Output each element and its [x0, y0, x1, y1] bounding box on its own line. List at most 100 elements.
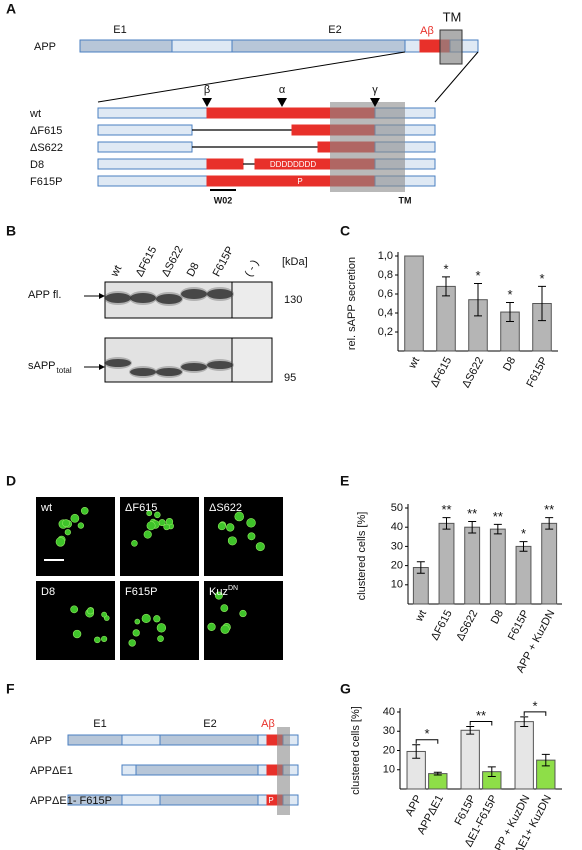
- cell: [86, 607, 94, 615]
- cell: [165, 517, 174, 526]
- insert-label: DDDDDDDD: [270, 160, 316, 169]
- cell: [64, 529, 71, 536]
- cell: [131, 540, 138, 547]
- band-halo: [129, 291, 157, 305]
- error-bar: [466, 725, 475, 735]
- significance: *: [539, 271, 544, 286]
- micrograph-label: D8: [41, 586, 55, 598]
- bar: [515, 545, 532, 605]
- cleavage-site: α: [279, 84, 286, 96]
- y-tick-label: 0,8: [378, 269, 393, 281]
- cell: [94, 636, 101, 644]
- y-axis-title: clustered cells [%]: [356, 512, 368, 601]
- y-tick-label: 30: [391, 540, 403, 552]
- row-label-sub: total: [57, 366, 72, 375]
- lane-label: ΔF615: [134, 245, 160, 279]
- cleavage-site: γ: [372, 84, 378, 96]
- cell: [214, 591, 223, 600]
- construct-label: APPΔE1- F615P: [30, 795, 112, 807]
- cell: [234, 511, 244, 522]
- panel-label: B: [6, 223, 16, 239]
- bar: [428, 773, 448, 790]
- panel-label: E: [340, 473, 349, 489]
- cell: [146, 521, 156, 531]
- protein-segment: [97, 124, 193, 136]
- cell: [246, 518, 256, 528]
- bar: [404, 255, 424, 352]
- band: [156, 294, 182, 304]
- blot-lane: [231, 281, 273, 319]
- band: [105, 293, 131, 303]
- mutation-label: P: [297, 177, 302, 186]
- error-bar: [519, 541, 528, 552]
- protein-segment: [257, 794, 268, 806]
- x-tick-label: APP: [403, 793, 424, 818]
- cleavage-arrow: [202, 98, 212, 107]
- significance: *: [424, 726, 429, 741]
- lane-label: F615P: [211, 245, 237, 279]
- error-bar: [487, 766, 496, 777]
- band: [130, 293, 156, 303]
- domain-label: E2: [328, 24, 341, 36]
- y-axis-title: clustered cells [%]: [350, 706, 362, 795]
- significance: *: [521, 526, 526, 541]
- cell: [247, 532, 256, 541]
- abeta-segment: [206, 158, 244, 170]
- band-halo: [206, 287, 234, 301]
- mw-marker: 95: [284, 372, 296, 384]
- cell: [101, 611, 107, 618]
- significance: **: [441, 502, 451, 517]
- construct-label: APP: [30, 735, 52, 747]
- panel-label: C: [340, 223, 350, 239]
- significance-bracket: [415, 739, 439, 744]
- micrograph-label: ΔS622: [209, 502, 242, 514]
- y-axis-title: rel. sAPP secretion: [346, 257, 358, 350]
- construct-label: ΔS622: [30, 142, 63, 154]
- lane-label: D8: [185, 261, 202, 279]
- y-tick-label: 30: [383, 725, 395, 737]
- y-tick-label: 40: [391, 521, 403, 533]
- antibody-label: W02: [214, 195, 233, 205]
- protein-label: APP: [34, 41, 56, 53]
- protein-segment: [97, 175, 208, 187]
- band: [105, 359, 131, 367]
- protein-segment: [97, 107, 208, 119]
- tm-label: TM: [443, 9, 462, 24]
- y-tick-label: 10: [383, 764, 395, 776]
- cell: [141, 613, 151, 624]
- cell: [207, 622, 216, 632]
- cell: [239, 609, 247, 618]
- band: [181, 363, 207, 371]
- y-tick-label: 20: [391, 560, 403, 572]
- error-bar: [416, 561, 425, 574]
- band-halo: [180, 361, 208, 373]
- protein-segment: [231, 39, 406, 53]
- micrograph: [204, 497, 283, 576]
- significance: **: [493, 509, 503, 524]
- cell: [143, 530, 152, 539]
- construct-label: APPΔE1: [30, 765, 73, 777]
- cell: [154, 511, 161, 519]
- micrograph: [120, 497, 199, 576]
- protein-segment: [97, 158, 208, 170]
- mutation-label: P: [268, 796, 273, 805]
- cell: [134, 618, 141, 625]
- tm-region: [277, 727, 290, 815]
- y-tick-label: 0,4: [378, 307, 393, 319]
- significance: *: [532, 698, 537, 713]
- band-halo: [206, 359, 234, 371]
- micrograph: [36, 581, 115, 660]
- micrograph-label: F615P: [125, 586, 157, 598]
- y-tick-label: 20: [383, 744, 395, 756]
- error-bar: [506, 302, 514, 323]
- protein-segment: [79, 39, 173, 53]
- blot-lane: [231, 337, 273, 383]
- cell: [55, 537, 66, 547]
- construct-label: F615P: [30, 176, 62, 188]
- cell: [227, 536, 237, 546]
- cell: [153, 615, 161, 623]
- x-tick-label: F615P: [524, 355, 550, 389]
- significance-bracket: [469, 720, 493, 726]
- micrograph-label: ΔF615: [125, 502, 157, 514]
